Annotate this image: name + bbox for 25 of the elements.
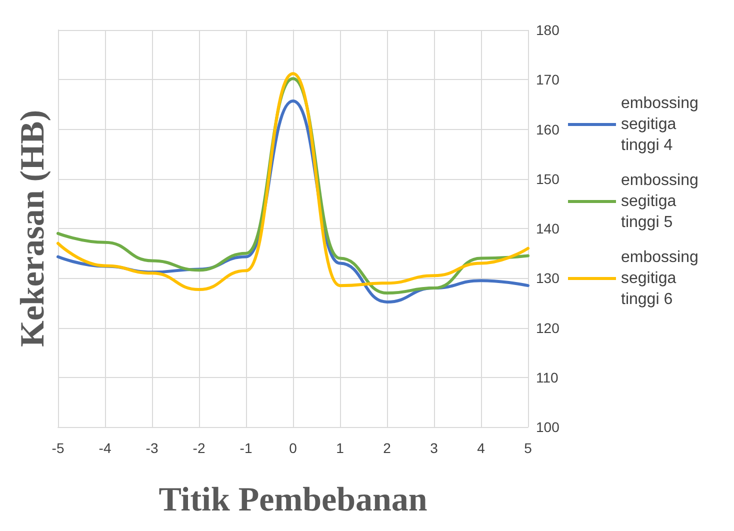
y-tick-label: 170 xyxy=(536,72,560,88)
x-tick-label: -1 xyxy=(240,440,252,456)
x-tick-label: -3 xyxy=(146,440,158,456)
y-tick-label: 150 xyxy=(536,170,560,187)
legend-label: embossing segitiga tinggi 4 xyxy=(621,95,703,154)
y-tick-label: 100 xyxy=(536,419,560,435)
x-axis-title: Titik Pembebanan xyxy=(158,482,428,518)
x-tick-label: -2 xyxy=(192,440,206,456)
y-tick-label: 110 xyxy=(536,369,559,386)
y-tick-label: 130 xyxy=(536,270,560,286)
y-tick-label: 140 xyxy=(536,220,560,236)
x-tick-label: 2 xyxy=(383,440,392,456)
x-tick-label: 3 xyxy=(430,440,438,456)
x-tick-label: -5 xyxy=(52,440,64,456)
x-tick-label: 4 xyxy=(477,440,486,456)
legend-label: embossing segitiga tinggi 6 xyxy=(621,249,703,308)
y-tick-label: 180 xyxy=(536,22,560,38)
x-tick-label: 0 xyxy=(289,440,298,456)
y-tick-label: 120 xyxy=(536,320,560,336)
y-tick-label: 160 xyxy=(536,121,560,138)
x-tick-label: 5 xyxy=(524,440,532,456)
x-tick-label: -4 xyxy=(98,440,112,456)
y-axis-title: Kekerasan (HB) xyxy=(14,110,52,348)
legend-label: embossing segitiga tinggi 5 xyxy=(621,172,703,231)
x-tick-label: 1 xyxy=(336,440,344,456)
